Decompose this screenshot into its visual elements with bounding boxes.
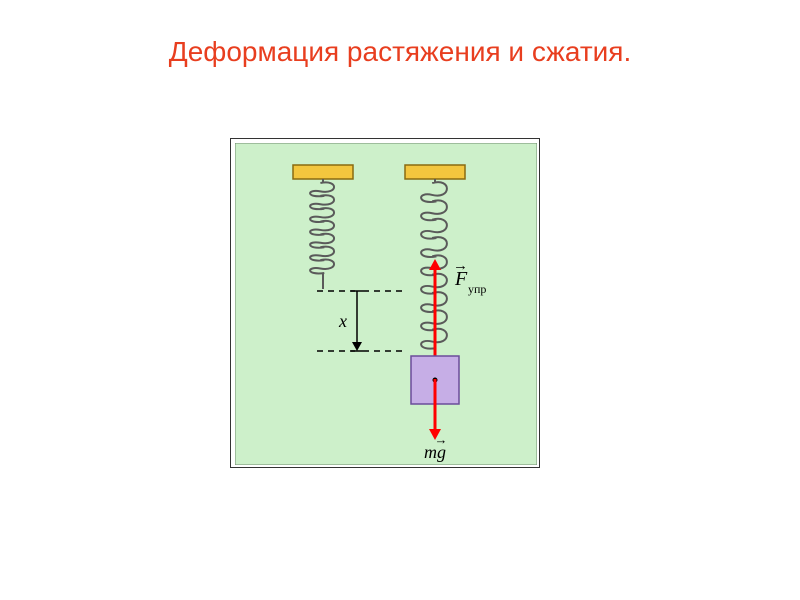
physics-diagram-svg: x F → упр mg → xyxy=(235,143,537,465)
page-title: Деформация растяжения и сжатия. xyxy=(0,0,800,68)
diagram-background xyxy=(235,143,537,465)
left-mount xyxy=(293,165,353,179)
weight-arrow-overset: → xyxy=(435,432,448,447)
diagram-frame: x F → упр mg → xyxy=(230,138,540,468)
right-mount xyxy=(405,165,465,179)
force-subscript: упр xyxy=(468,282,486,296)
force-arrow-overset: → xyxy=(453,258,468,274)
displacement-label: x xyxy=(338,311,347,331)
